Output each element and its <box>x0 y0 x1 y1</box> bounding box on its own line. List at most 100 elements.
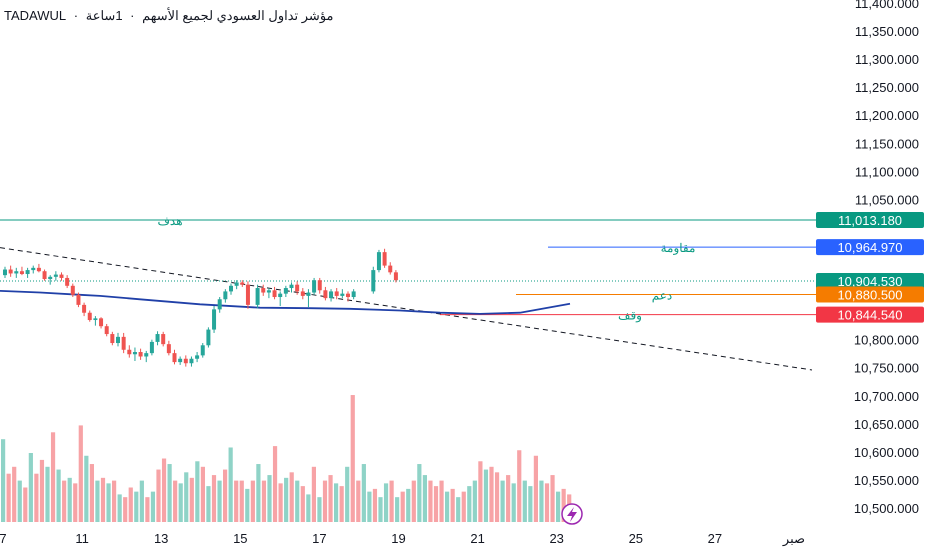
title-separator: · <box>73 8 79 23</box>
volume-bar <box>106 483 111 522</box>
candle-body <box>110 334 115 344</box>
volume-bar <box>433 486 439 522</box>
interval-label: 1ساعة <box>85 8 123 23</box>
volume-bar <box>239 480 244 522</box>
volume-bar <box>161 458 167 522</box>
candle-body <box>3 269 7 276</box>
candle-body <box>121 336 126 350</box>
volume-bar <box>84 455 89 522</box>
volume-bar <box>123 497 128 522</box>
last-price-tag-bg <box>816 273 924 290</box>
volume-bar <box>539 480 544 522</box>
volume-bar <box>184 472 189 522</box>
volume-bar <box>483 469 489 522</box>
volume-bar <box>178 483 183 522</box>
candle-body <box>53 274 58 277</box>
candle-body <box>240 282 245 285</box>
candle-body <box>200 345 205 356</box>
candle-body <box>104 326 109 335</box>
y-tick-label: 10,600.000 <box>854 445 919 460</box>
y-tick-label: 11,300.000 <box>855 52 919 67</box>
candle-body <box>351 291 356 298</box>
candle-body <box>371 270 376 292</box>
volume-bar <box>250 480 255 522</box>
candle-body <box>329 291 334 299</box>
resistance-price-tag: 10,964.970 <box>837 240 902 255</box>
candle-body <box>144 353 149 357</box>
y-tick-label: 11,100.000 <box>855 164 919 179</box>
target-label: هدف <box>157 214 182 228</box>
volume-bar <box>117 494 122 522</box>
candle-body <box>149 341 154 354</box>
x-tick-label: 15 <box>233 531 247 546</box>
volume-bar <box>217 480 222 522</box>
volume-bar <box>67 477 72 522</box>
volume-bar <box>12 466 17 522</box>
candle-body <box>295 284 300 292</box>
volume-bar <box>411 480 416 522</box>
volume-bar <box>6 473 11 522</box>
volume-bar <box>295 480 300 522</box>
volume-bar <box>73 483 78 522</box>
volume-bar <box>422 475 427 522</box>
volume-bar <box>28 453 33 522</box>
candle-body <box>127 349 132 355</box>
candle-body <box>132 352 137 355</box>
support-price-tag-bg <box>816 286 924 303</box>
candle-body <box>312 280 317 293</box>
volume-bar <box>494 472 500 522</box>
volume-bar <box>173 480 178 522</box>
volume-bar <box>261 480 267 522</box>
candle-body <box>166 344 171 354</box>
volume-bar <box>78 425 83 522</box>
y-tick-label: 10,500.000 <box>854 501 919 516</box>
chart-title: TADAWUL · مؤشر تداول العسودي لجميع الأسه… <box>4 8 338 24</box>
volume-bar <box>56 469 61 522</box>
resistance-label: مقاومة <box>661 241 696 255</box>
volume-bar <box>284 477 289 522</box>
volume-bar <box>245 488 250 522</box>
y-tick-label: 10,750.000 <box>854 361 919 376</box>
candle-body <box>48 276 53 280</box>
candle-body <box>388 265 393 273</box>
candle-body <box>189 358 194 364</box>
volume-bar <box>511 483 516 522</box>
candle-body <box>266 290 271 293</box>
volume-bar <box>1 439 6 522</box>
candle-body <box>289 284 294 289</box>
candle-body <box>340 293 345 296</box>
candle-body <box>183 358 188 364</box>
support-price-tag: 10,880.500 <box>837 287 902 302</box>
volume-bar <box>389 480 394 522</box>
volume-bar <box>533 455 538 522</box>
candle-body <box>272 290 277 298</box>
target-price-tag: 11,013.180 <box>838 213 902 228</box>
stop-price-tag: 10,844.540 <box>837 308 902 323</box>
candle-body <box>65 277 70 286</box>
index-name: مؤشر تداول العسودي لجميع الأسهم <box>142 8 334 23</box>
x-tick-label: 21 <box>470 531 484 546</box>
volume-bar <box>372 488 378 522</box>
candle-body <box>59 274 64 278</box>
volume-bar <box>23 487 28 522</box>
last-price-tag: 10,904.530 <box>837 274 902 289</box>
volume-bar <box>278 483 283 522</box>
volume-bar <box>145 497 150 522</box>
volume-bar <box>289 472 294 522</box>
candle-body <box>42 271 47 280</box>
candle-body <box>334 291 339 296</box>
volume-bar <box>428 480 433 522</box>
candle-body <box>261 288 266 293</box>
volume-bar <box>195 461 200 522</box>
x-tick-label: 7 <box>0 531 7 546</box>
volume-bar <box>472 480 477 522</box>
candle-body <box>234 282 239 286</box>
candle-body <box>172 353 177 363</box>
candle-body <box>82 304 87 313</box>
x-tick-label: 25 <box>629 531 643 546</box>
volume-bar <box>39 459 45 522</box>
resistance-price-tag-bg <box>816 239 924 256</box>
candle-body <box>36 267 41 272</box>
